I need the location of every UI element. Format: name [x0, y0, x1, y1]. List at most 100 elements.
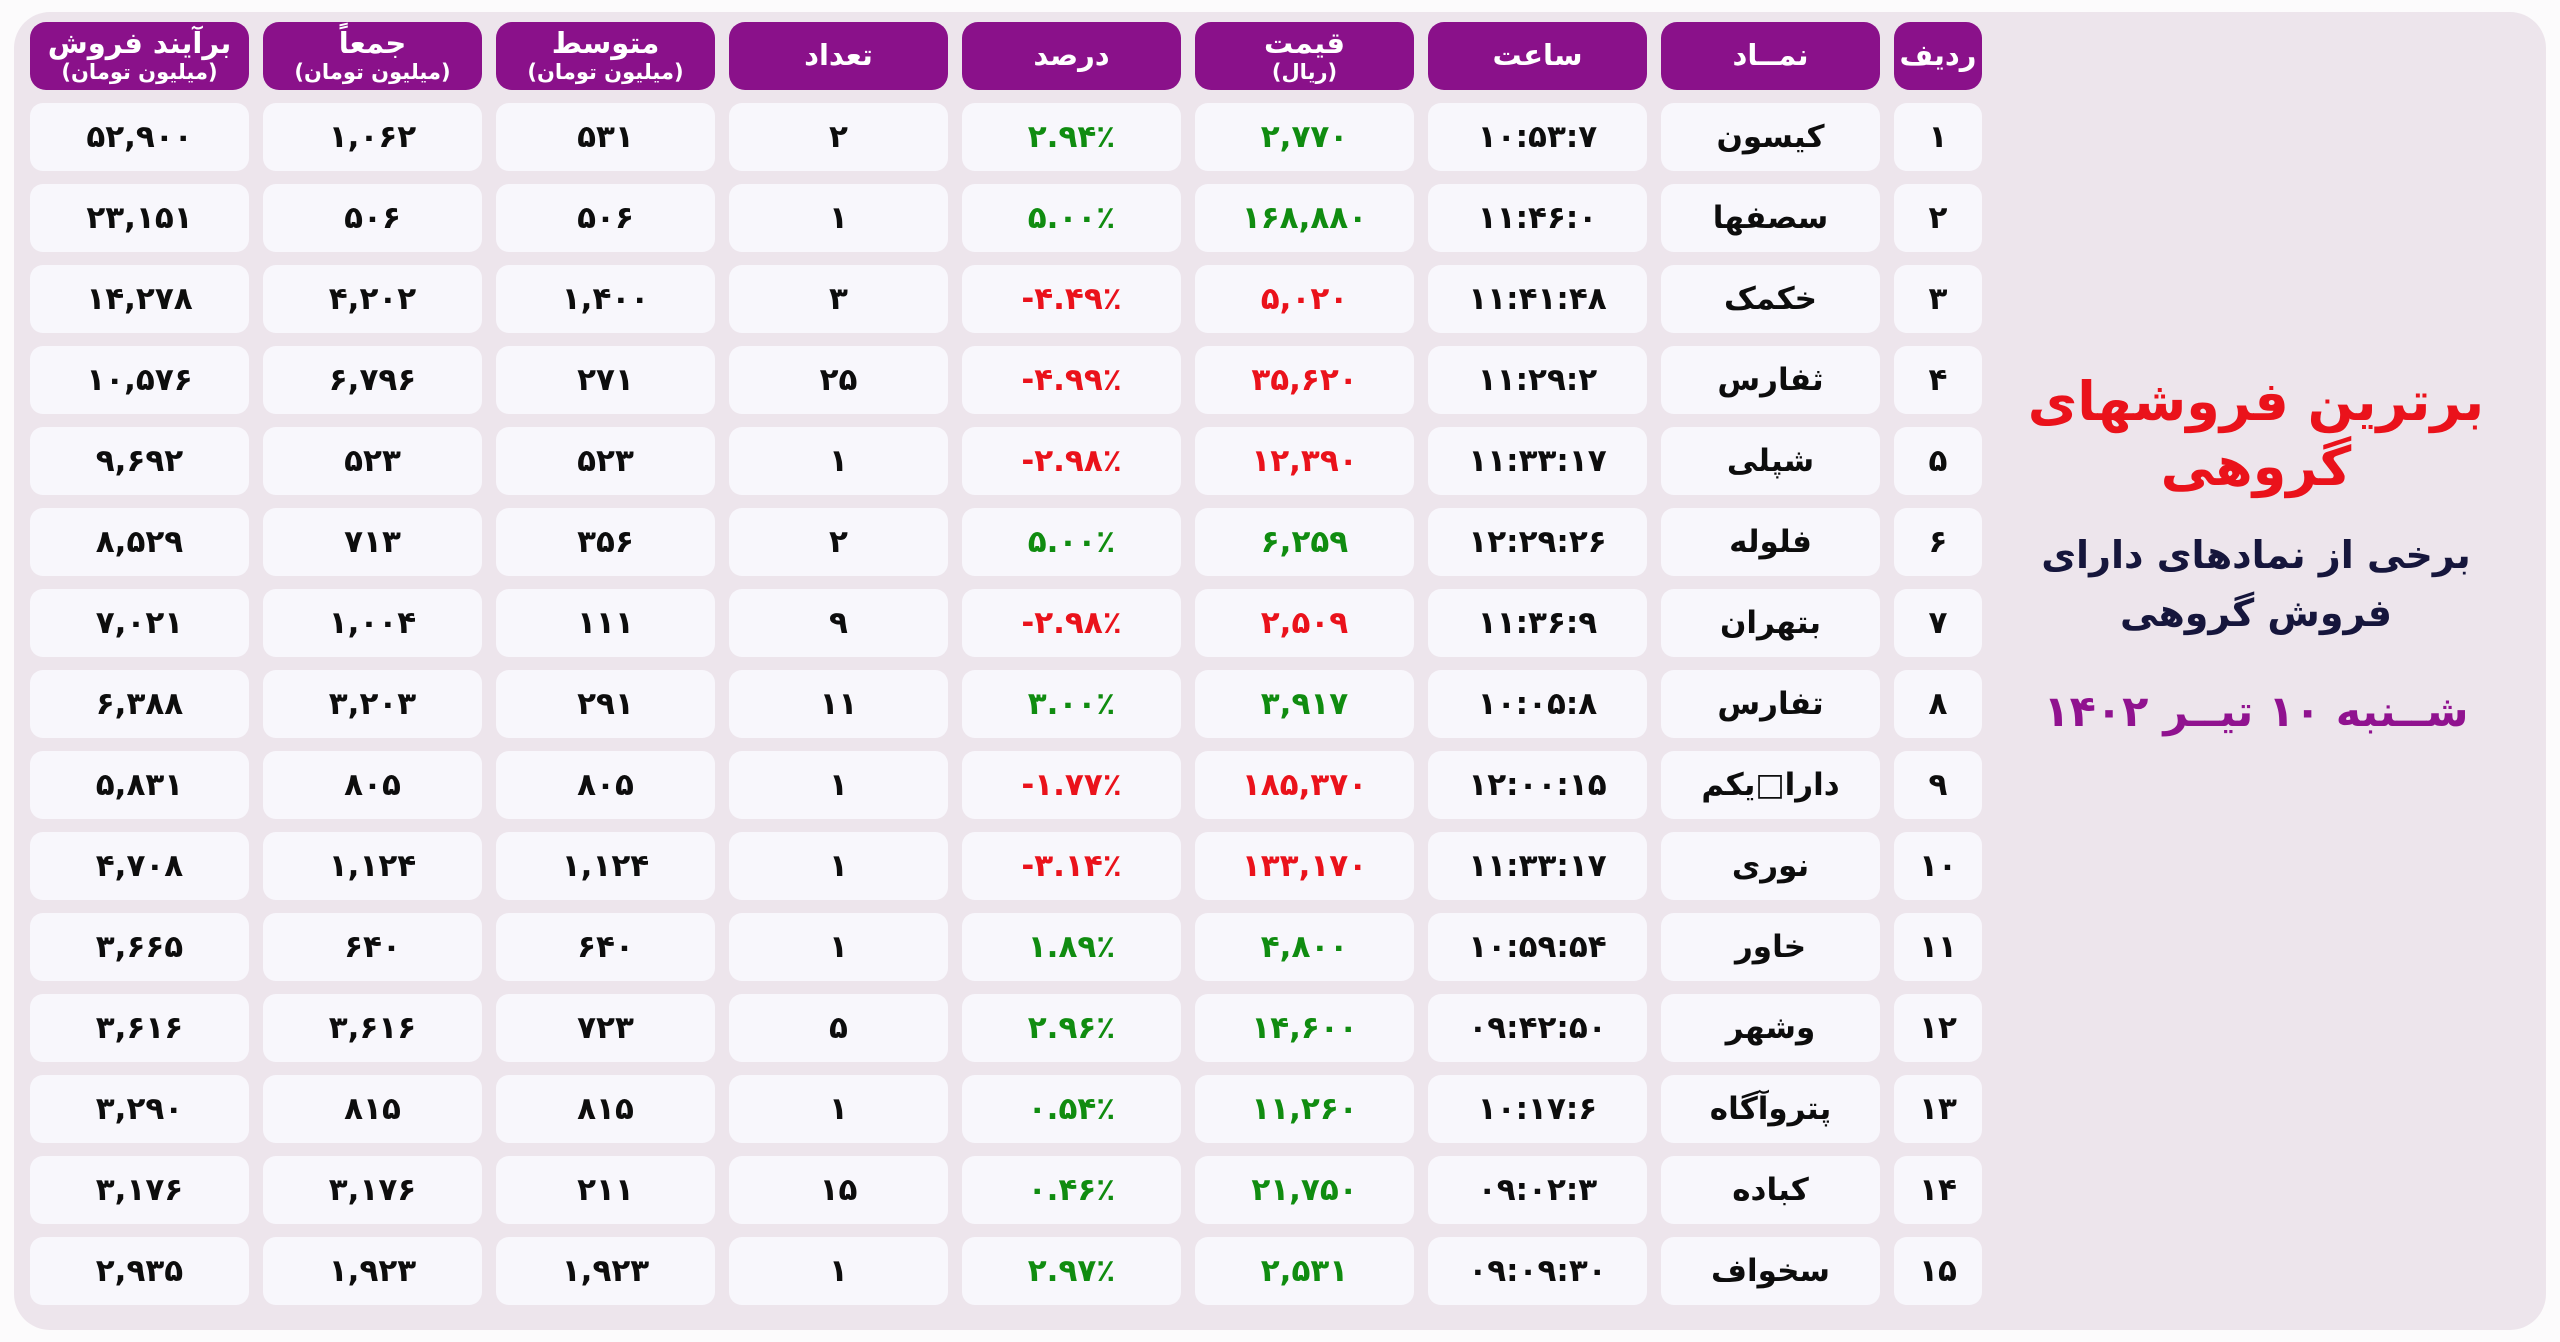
percent-value: ۵.۰۰٪: [1027, 200, 1116, 236]
rank-value: ۱۵: [1919, 1253, 1957, 1289]
time-value: ۱۲:۲۹:۲۶: [1468, 524, 1607, 560]
rank-value: ۱۰: [1919, 848, 1957, 884]
symbol-value: خاور: [1734, 929, 1807, 965]
table-row-۸-symbol-cell: تفارس: [1661, 670, 1880, 738]
price-value: ۱۲,۳۹۰: [1251, 443, 1358, 479]
net-value: ۴,۷۰۸: [95, 848, 184, 884]
percent-value: -۲.۹۸٪: [1021, 443, 1122, 479]
table-row-۸-net-cell: ۶,۳۸۸: [30, 670, 249, 738]
table-row-۴-total-cell: ۶,۷۹۶: [263, 346, 482, 414]
count-value: ۱۱: [819, 686, 858, 722]
column-header-symbol: نمــاد: [1661, 22, 1880, 90]
total-value: ۳,۲۰۳: [328, 686, 417, 722]
column-header-total: جمعاً (میلیون تومان): [263, 22, 482, 90]
table-row-۱۳-total-cell: ۸۱۵: [263, 1075, 482, 1143]
table-row-۶-symbol-cell: فلوله: [1661, 508, 1880, 576]
table-row-۷-net-cell: ۷,۰۲۱: [30, 589, 249, 657]
table-row-۱-average-cell: ۵۳۱: [496, 103, 715, 171]
percent-value: ۰.۵۴٪: [1027, 1091, 1116, 1127]
rank-value: ۲: [1928, 200, 1948, 236]
table-row-۱۲-total-cell: ۳,۶۱۶: [263, 994, 482, 1062]
percent-value: ۲.۹۷٪: [1027, 1253, 1116, 1289]
table-row-۱۱-symbol-cell: خاور: [1661, 913, 1880, 981]
table-row-۵-symbol-cell: شپلی: [1661, 427, 1880, 495]
table-row-۱۵-symbol-cell: سخواف: [1661, 1237, 1880, 1305]
count-value: ۱: [829, 1253, 848, 1289]
table-row-۷-price-cell: ۲,۵۰۹: [1195, 589, 1414, 657]
average-value: ۶۴۰: [577, 929, 634, 965]
table-row-۹-price-cell: ۱۸۵,۳۷۰: [1195, 751, 1414, 819]
table-row-۱۲-time-cell: ۰۹:۴۲:۵۰: [1428, 994, 1647, 1062]
table-row-۷-rank-cell: ۷: [1894, 589, 1982, 657]
total-value: ۴,۲۰۲: [328, 281, 417, 317]
table-row-۲-count-cell: ۱: [729, 184, 948, 252]
table-row-۳-percent-cell: -۴.۴۹٪: [962, 265, 1181, 333]
table-row-۱-symbol-cell: کیسون: [1661, 103, 1880, 171]
symbol-value: خکمک: [1724, 281, 1817, 317]
price-value: ۳۵,۶۲۰: [1251, 362, 1358, 398]
table-row-۴-symbol-cell: ثفارس: [1661, 346, 1880, 414]
total-value: ۶,۷۹۶: [328, 362, 417, 398]
symbol-value: سصفها: [1712, 200, 1829, 236]
percent-value: -۱.۷۷٪: [1021, 767, 1122, 803]
table-row-۴-percent-cell: -۴.۹۹٪: [962, 346, 1181, 414]
table-row-۷-average-cell: ۱۱۱: [496, 589, 715, 657]
table-row-۱۲-price-cell: ۱۴,۶۰۰: [1195, 994, 1414, 1062]
date-label: شــنبه ۱۰ تیــر ۱۴۰۲: [2043, 687, 2469, 738]
net-value: ۸,۵۲۹: [95, 524, 184, 560]
percent-value: ۲.۹۴٪: [1027, 119, 1116, 155]
time-value: ۱۰:۱۷:۶: [1477, 1091, 1598, 1127]
table-row-۱-count-cell: ۲: [729, 103, 948, 171]
symbol-value: پتروآگاه: [1709, 1091, 1832, 1127]
table-row-۱۱-total-cell: ۶۴۰: [263, 913, 482, 981]
average-value: ۱,۹۲۳: [561, 1253, 650, 1289]
column-header-label: ردیف: [1899, 38, 1977, 73]
table-row-۱۳-average-cell: ۸۱۵: [496, 1075, 715, 1143]
table-row-۱۳-time-cell: ۱۰:۱۷:۶: [1428, 1075, 1647, 1143]
count-value: ۳: [829, 281, 848, 317]
table-row-۷-time-cell: ۱۱:۳۶:۹: [1428, 589, 1647, 657]
total-value: ۳,۱۷۶: [328, 1172, 417, 1208]
count-value: ۹: [829, 605, 848, 641]
total-value: ۵۲۳: [344, 443, 401, 479]
table-row-۱۳-count-cell: ۱: [729, 1075, 948, 1143]
price-value: ۱۸۵,۳۷۰: [1241, 767, 1368, 803]
column-header-average: متوسط (میلیون تومان): [496, 22, 715, 90]
column-header-time: ساعت: [1428, 22, 1647, 90]
table-row-۹-time-cell: ۱۲:۰۰:۱۵: [1428, 751, 1647, 819]
table-row-۶-net-cell: ۸,۵۲۹: [30, 508, 249, 576]
column-header-net: برآیند فروش (میلیون تومان): [30, 22, 249, 90]
table-row-۹-symbol-cell: دارا□یکم: [1661, 751, 1880, 819]
table-row-۷-symbol-cell: بتهران: [1661, 589, 1880, 657]
table-row-۱۰-percent-cell: -۳.۱۴٪: [962, 832, 1181, 900]
time-value: ۰۹:۰۲:۳: [1477, 1172, 1598, 1208]
count-value: ۵: [829, 1010, 848, 1046]
table-row-۹-total-cell: ۸۰۵: [263, 751, 482, 819]
table-row-۸-price-cell: ۳,۹۱۷: [1195, 670, 1414, 738]
page-title: برترین فروشهای گروهی: [2027, 370, 2485, 498]
table-row-۶-count-cell: ۲: [729, 508, 948, 576]
time-value: ۱۰:۰۵:۸: [1477, 686, 1598, 722]
table-row-۸-total-cell: ۳,۲۰۳: [263, 670, 482, 738]
rank-value: ۸: [1928, 686, 1948, 722]
table-row-۱۲-count-cell: ۵: [729, 994, 948, 1062]
table-row-۴-average-cell: ۲۷۱: [496, 346, 715, 414]
count-value: ۱۵: [819, 1172, 858, 1208]
percent-value: ۲.۹۶٪: [1027, 1010, 1116, 1046]
table-row-۱۲-average-cell: ۷۲۳: [496, 994, 715, 1062]
rank-value: ۱۴: [1919, 1172, 1957, 1208]
column-header-rank: ردیف: [1894, 22, 1982, 90]
table-row-۱۲-rank-cell: ۱۲: [1894, 994, 1982, 1062]
net-value: ۵۲,۹۰۰: [86, 119, 193, 155]
symbol-value: نوری: [1731, 848, 1810, 884]
table-row-۸-time-cell: ۱۰:۰۵:۸: [1428, 670, 1647, 738]
count-value: ۱: [829, 443, 848, 479]
average-value: ۱,۴۰۰: [561, 281, 650, 317]
average-value: ۷۲۳: [577, 1010, 634, 1046]
total-value: ۵۰۶: [344, 200, 401, 236]
subtitle-line-2: فروش گروهی: [2120, 591, 2392, 636]
table-row-۱۱-net-cell: ۳,۶۶۵: [30, 913, 249, 981]
table-row-۳-average-cell: ۱,۴۰۰: [496, 265, 715, 333]
count-value: ۲: [829, 524, 848, 560]
count-value: ۱: [829, 1091, 848, 1127]
